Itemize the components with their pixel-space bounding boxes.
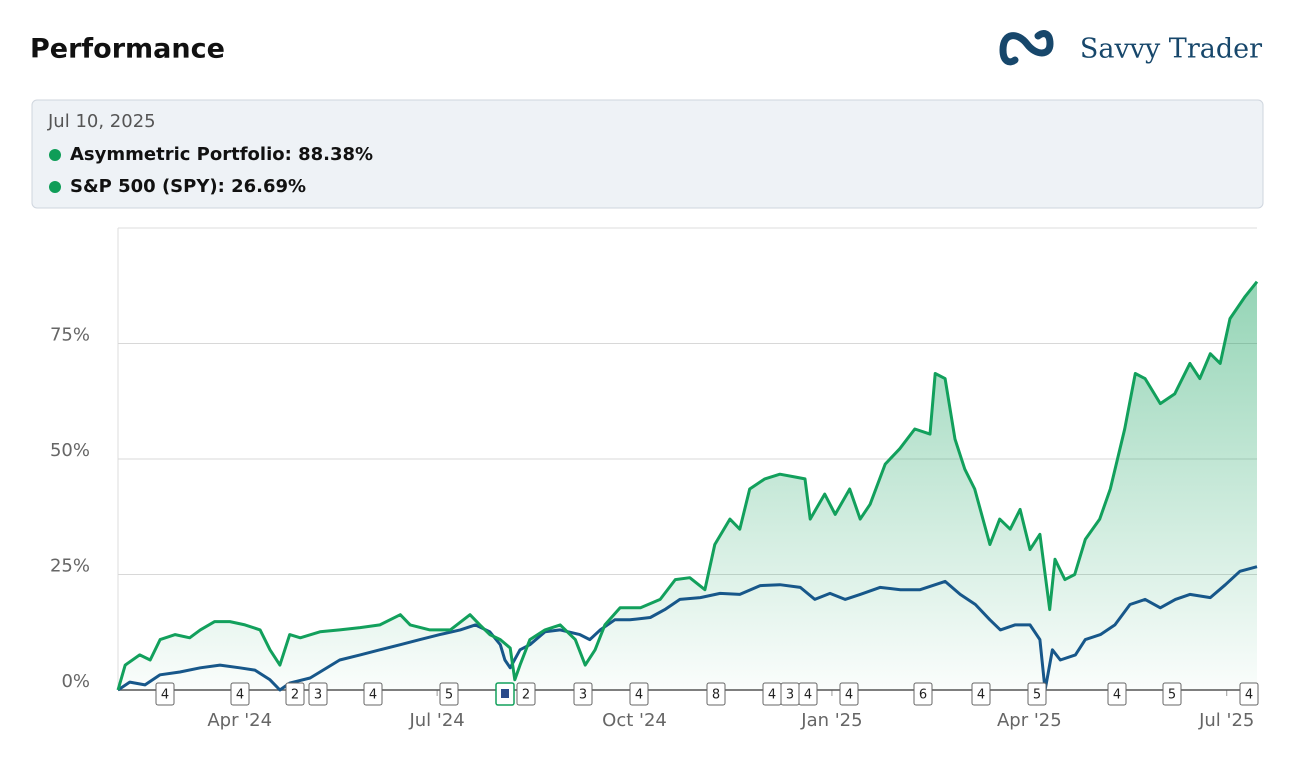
event-box	[573, 682, 593, 706]
event-box	[798, 682, 818, 706]
event-label: 5	[1168, 688, 1176, 703]
event-marker: 4	[839, 682, 859, 706]
x-tick-label: Apr '24	[207, 710, 272, 731]
x-tick-label: Jan '25	[800, 710, 862, 731]
event-marker: 8	[706, 682, 726, 706]
event-marker: 5	[1027, 682, 1047, 706]
event-marker: 5	[1162, 682, 1182, 706]
tooltip-line: S&P 500 (SPY): 26.69%	[70, 176, 306, 197]
event-label: 4	[804, 688, 812, 703]
event-box	[285, 682, 305, 706]
event-label: 4	[1113, 688, 1121, 703]
event-marker: 2	[516, 682, 536, 706]
event-box	[230, 682, 250, 706]
event-label: 5	[1033, 688, 1041, 703]
line	[116, 280, 1259, 691]
x-tick-label: Apr '25	[997, 710, 1062, 731]
event-box	[1239, 682, 1259, 706]
event-marker: 4	[363, 682, 383, 706]
event-marker: 3	[308, 682, 328, 706]
event-box	[839, 682, 859, 706]
y-tick-label: 25%	[50, 556, 90, 577]
event-box	[1162, 682, 1182, 706]
event-marker: 4	[1239, 682, 1259, 706]
x-tick-label: Jul '25	[1198, 710, 1254, 731]
event-label: 2	[522, 688, 530, 703]
event-label: 4	[845, 688, 853, 703]
event-label: 4	[768, 688, 776, 703]
event-marker: 3	[780, 682, 800, 706]
event-label: 4	[635, 688, 643, 703]
event-box	[706, 682, 726, 706]
y-tick-label: 75%	[50, 325, 90, 346]
event-label: 4	[977, 688, 985, 703]
event-marker: 3	[573, 682, 593, 706]
event-marker: 4	[798, 682, 818, 706]
legend-dot	[49, 181, 61, 193]
title: Performance	[30, 34, 225, 65]
event-box	[155, 682, 175, 706]
tooltip	[31, 99, 1264, 209]
event-marker: 4	[1107, 682, 1127, 706]
brand-logo	[999, 30, 1054, 66]
event-marker: 2	[285, 682, 305, 706]
x-tick-label: Jul '24	[408, 710, 464, 731]
event-label: 4	[369, 688, 377, 703]
event-box	[516, 682, 536, 706]
event-box	[913, 682, 933, 706]
event-box	[308, 682, 328, 706]
event-label: 3	[786, 688, 794, 703]
event-box	[971, 682, 991, 706]
event-marker: 5	[439, 682, 459, 706]
event-box	[1107, 682, 1127, 706]
event-box	[363, 682, 383, 706]
tooltip-date: Jul 10, 2025	[47, 111, 156, 132]
y-tick-label: 0%	[61, 671, 90, 692]
x-tick-label: Oct '24	[602, 710, 667, 731]
event-marker: 4	[155, 682, 175, 706]
line	[117, 565, 1258, 692]
event-label: 2	[291, 688, 299, 703]
event-icon-glyph	[501, 689, 509, 698]
event-marker: 4	[971, 682, 991, 706]
event-box	[629, 682, 649, 706]
area	[118, 281, 1257, 690]
event-marker: 6	[913, 682, 933, 706]
event-label: 5	[445, 688, 453, 703]
event-marker: 4	[762, 682, 782, 706]
event-label: 3	[314, 688, 322, 703]
event-label: 8	[712, 688, 720, 703]
event-label: 6	[919, 688, 927, 703]
tooltip-line: Asymmetric Portfolio: 88.38%	[70, 144, 373, 165]
event-label: 4	[1245, 688, 1253, 703]
event-label: 4	[236, 688, 244, 703]
event-box	[439, 682, 459, 706]
event-marker: 4	[629, 682, 649, 706]
event-icon	[495, 682, 515, 706]
y-tick-label: 50%	[50, 440, 90, 461]
event-label: 3	[579, 688, 587, 703]
event-label: 4	[161, 688, 169, 703]
legend-dot	[49, 149, 61, 161]
event-box	[1027, 682, 1047, 706]
event-marker: 4	[230, 682, 250, 706]
brand: Savvy Trader	[1080, 34, 1262, 65]
